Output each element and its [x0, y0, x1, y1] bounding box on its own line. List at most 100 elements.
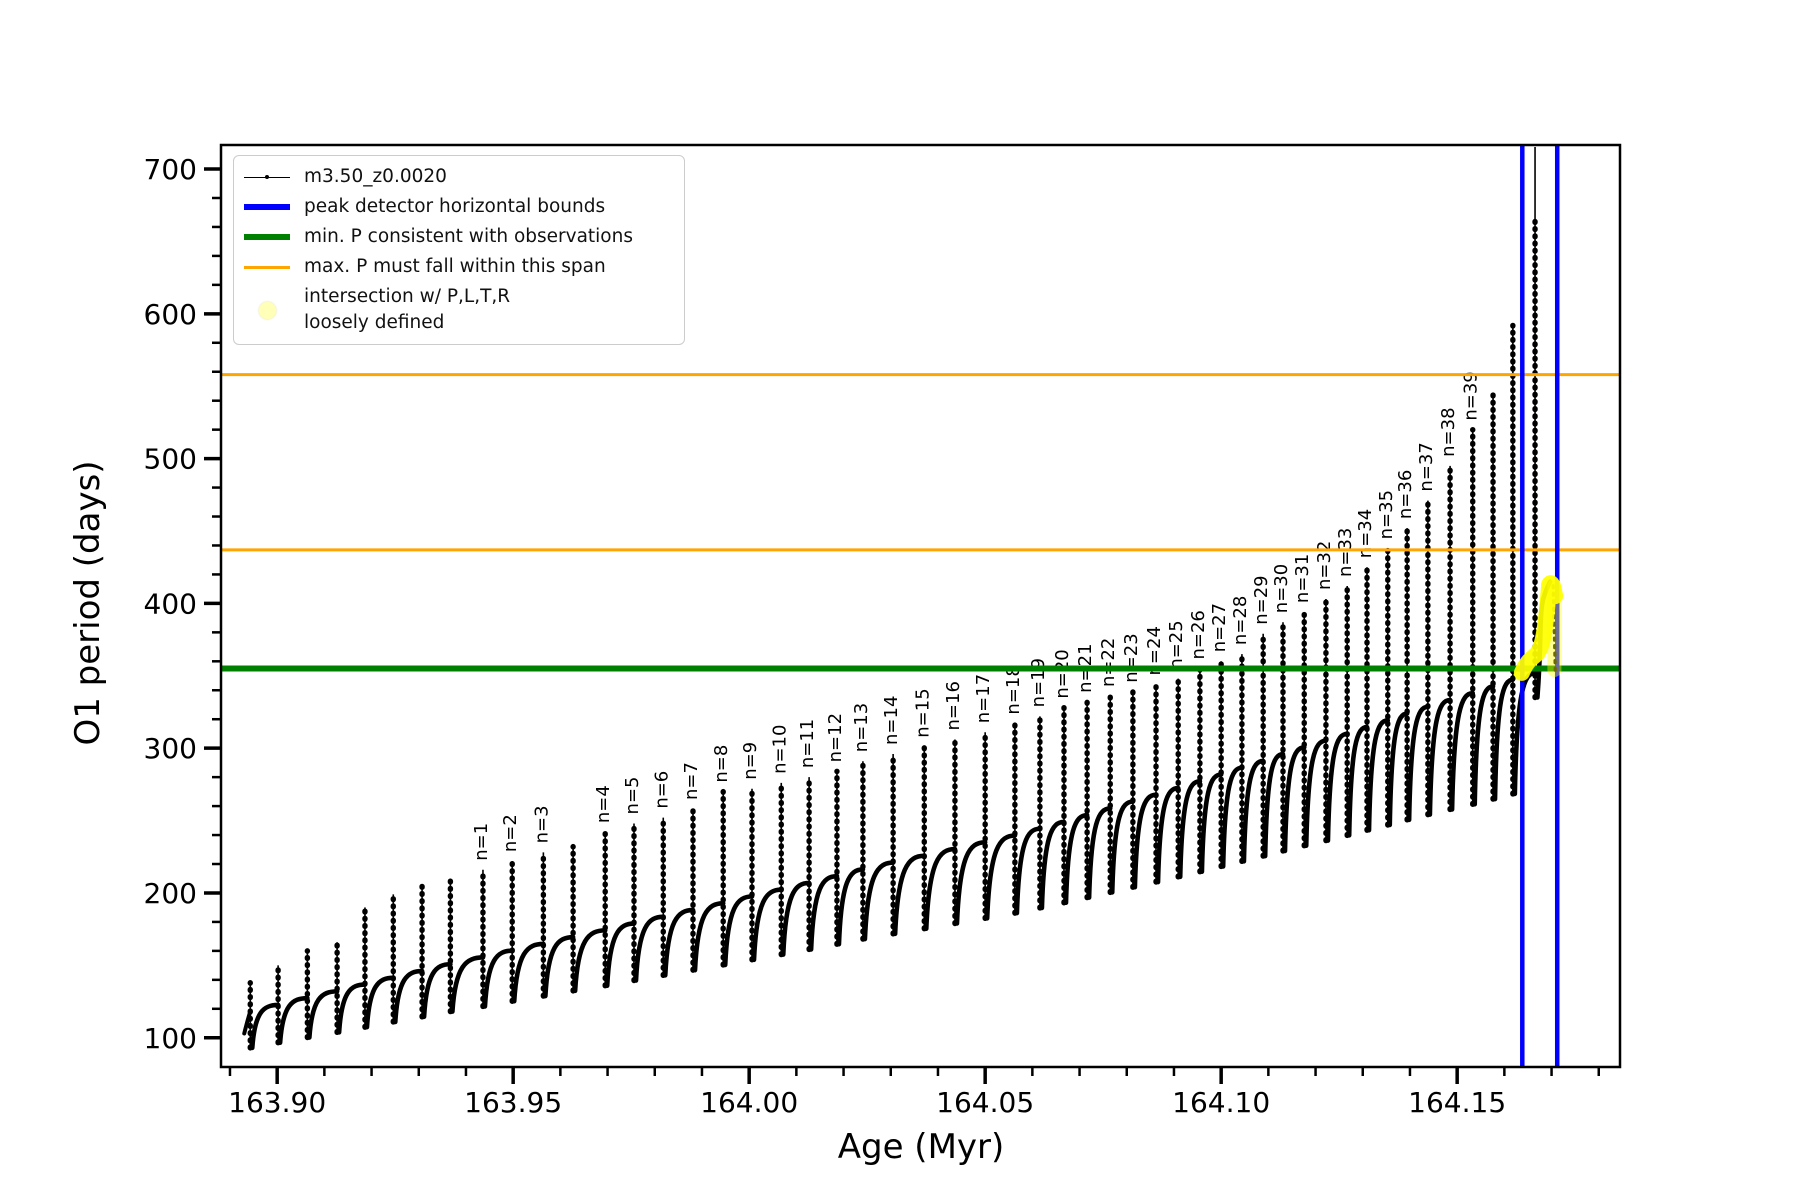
pulse-label: n=4: [593, 785, 614, 823]
pulse-label: n=15: [912, 688, 933, 737]
pulse-label: n=30: [1271, 564, 1292, 613]
blue-line-icon: [244, 194, 290, 220]
pulse-recovery-arc: [751, 887, 784, 963]
pulse-recovery-arc: [1472, 684, 1496, 807]
pulse-recovery-arc: [421, 961, 453, 1020]
y-tick-label: 200: [144, 877, 197, 910]
pulse-recovery-arc: [482, 948, 515, 1009]
pulse-label: n=31: [1292, 554, 1313, 603]
pulse-recovery-arc: [364, 975, 396, 1030]
pulse-recovery-arc: [1155, 785, 1181, 885]
legend-label: max. P must fall within this span: [304, 256, 606, 277]
pulse-recovery-arc: [277, 995, 310, 1045]
pulse-label: n=17: [973, 674, 994, 723]
pulse-label: n=16: [943, 681, 964, 730]
pulse-label: n=2: [500, 814, 521, 852]
pulse-label: n=19: [1028, 658, 1049, 707]
pulse-label: n=36: [1395, 470, 1416, 519]
pulse-recovery-arc: [1177, 779, 1203, 880]
y-tick-label: 600: [144, 298, 197, 331]
x-tick-label: 164.05: [936, 1086, 1034, 1119]
pulse-label: n=37: [1416, 442, 1437, 491]
legend-entry-series: m3.50_z0.0020: [244, 164, 670, 190]
pulse-recovery-arc: [450, 955, 486, 1014]
intersection-hook: [1513, 575, 1564, 681]
pulse-label: n=7: [681, 762, 702, 800]
pulse-recovery-arc: [1366, 718, 1391, 833]
x-tick-label: 164.15: [1408, 1086, 1506, 1119]
pulse-label: n=20: [1052, 649, 1073, 698]
y-tick-label: 100: [144, 1022, 197, 1055]
pulse-label: n=29: [1251, 575, 1272, 624]
legend-entry-intersection: intersection w/ P,L,T,R loosely defined: [244, 284, 670, 336]
pulse-label: n=35: [1376, 490, 1397, 539]
legend-label: intersection w/ P,L,T,R loosely defined: [304, 286, 511, 333]
pulse-recovery-arc: [604, 921, 637, 988]
legend-label: min. P consistent with observations: [304, 226, 633, 247]
pulse-label: n=32: [1314, 541, 1335, 590]
pulse-label: n=27: [1209, 603, 1230, 652]
pulse-recovery-arc: [1449, 690, 1476, 812]
pulse-recovery-arc: [633, 914, 666, 983]
pulse-recovery-arc: [1014, 826, 1043, 916]
pulse-recovery-arc: [808, 873, 840, 952]
series-line-icon: [244, 164, 290, 190]
pulse-label: n=3: [531, 805, 552, 843]
pulse-recovery-arc: [543, 934, 576, 999]
pulse-recovery-arc: [249, 1002, 281, 1051]
pulse-recovery-arc: [722, 894, 755, 968]
pulse-label: n=5: [622, 777, 643, 815]
pulse-recovery-arc: [1303, 738, 1329, 849]
pulse-label: n=26: [1188, 610, 1209, 659]
pulse-recovery-arc: [692, 900, 726, 973]
legend: m3.50_z0.0020 peak detector horizontal b…: [233, 155, 685, 345]
pulse-label: n=9: [740, 742, 761, 780]
pulse-recovery-arc: [1427, 697, 1453, 817]
pulse-recovery-arc: [511, 941, 546, 1004]
legend-entry-peak-bounds: peak detector horizontal bounds: [244, 194, 670, 220]
pulse-recovery-arc: [1132, 792, 1159, 890]
x-tick-label: 164.10: [1172, 1086, 1270, 1119]
pulse-label: n=24: [1144, 626, 1165, 675]
pulse-recovery-arc: [923, 846, 958, 931]
pulse-recovery-arc: [1512, 670, 1538, 797]
pulse-recovery-arc: [572, 928, 608, 994]
pulse-label: n=25: [1166, 620, 1187, 669]
pulse-label: n=8: [711, 745, 732, 783]
pulse-recovery-arc: [836, 867, 866, 947]
pulse-label: n=28: [1230, 596, 1251, 645]
pulse-label: n=11: [797, 719, 818, 768]
orange-line-icon: [244, 254, 290, 280]
legend-entry-min-p: min. P consistent with observations: [244, 224, 670, 250]
y-tick-label: 300: [144, 732, 197, 765]
pulse-label: n=34: [1355, 509, 1376, 558]
pulse-recovery-arc: [307, 989, 340, 1040]
pulse-recovery-arc: [1406, 704, 1431, 823]
pulse-label: n=10: [769, 725, 790, 774]
pulse-label: n=1: [471, 823, 492, 861]
pulse-recovery-arc: [392, 968, 425, 1025]
pulse-recovery-arc: [1199, 772, 1224, 874]
pulse-recovery-arc: [780, 880, 812, 957]
pulse-recovery-arc: [1346, 724, 1370, 838]
pulse-recovery-arc: [336, 982, 368, 1035]
x-axis-label: Age (Myr): [837, 1127, 1005, 1167]
pulse-label: n=13: [851, 703, 872, 752]
y-tick-label: 400: [144, 587, 197, 620]
pulse-label: n=22: [1098, 638, 1119, 687]
legend-label: m3.50_z0.0020: [304, 166, 447, 187]
pulse-recovery-arc: [1086, 806, 1113, 900]
pulse-recovery-arc: [984, 833, 1018, 921]
pulse-recovery-arc: [1039, 819, 1067, 911]
pulse-recovery-arc: [662, 907, 696, 978]
legend-label: peak detector horizontal bounds: [304, 196, 606, 217]
pulse-recovery-arc: [892, 853, 927, 937]
pulse-recovery-arc: [1387, 711, 1410, 828]
pulse-recovery-arc: [1492, 677, 1516, 802]
pulse-label: n=23: [1121, 633, 1142, 682]
pulse-recovery-arc: [1262, 751, 1286, 859]
pulse-label: n=18: [1003, 665, 1024, 714]
pulse-recovery-arc: [1241, 758, 1266, 864]
